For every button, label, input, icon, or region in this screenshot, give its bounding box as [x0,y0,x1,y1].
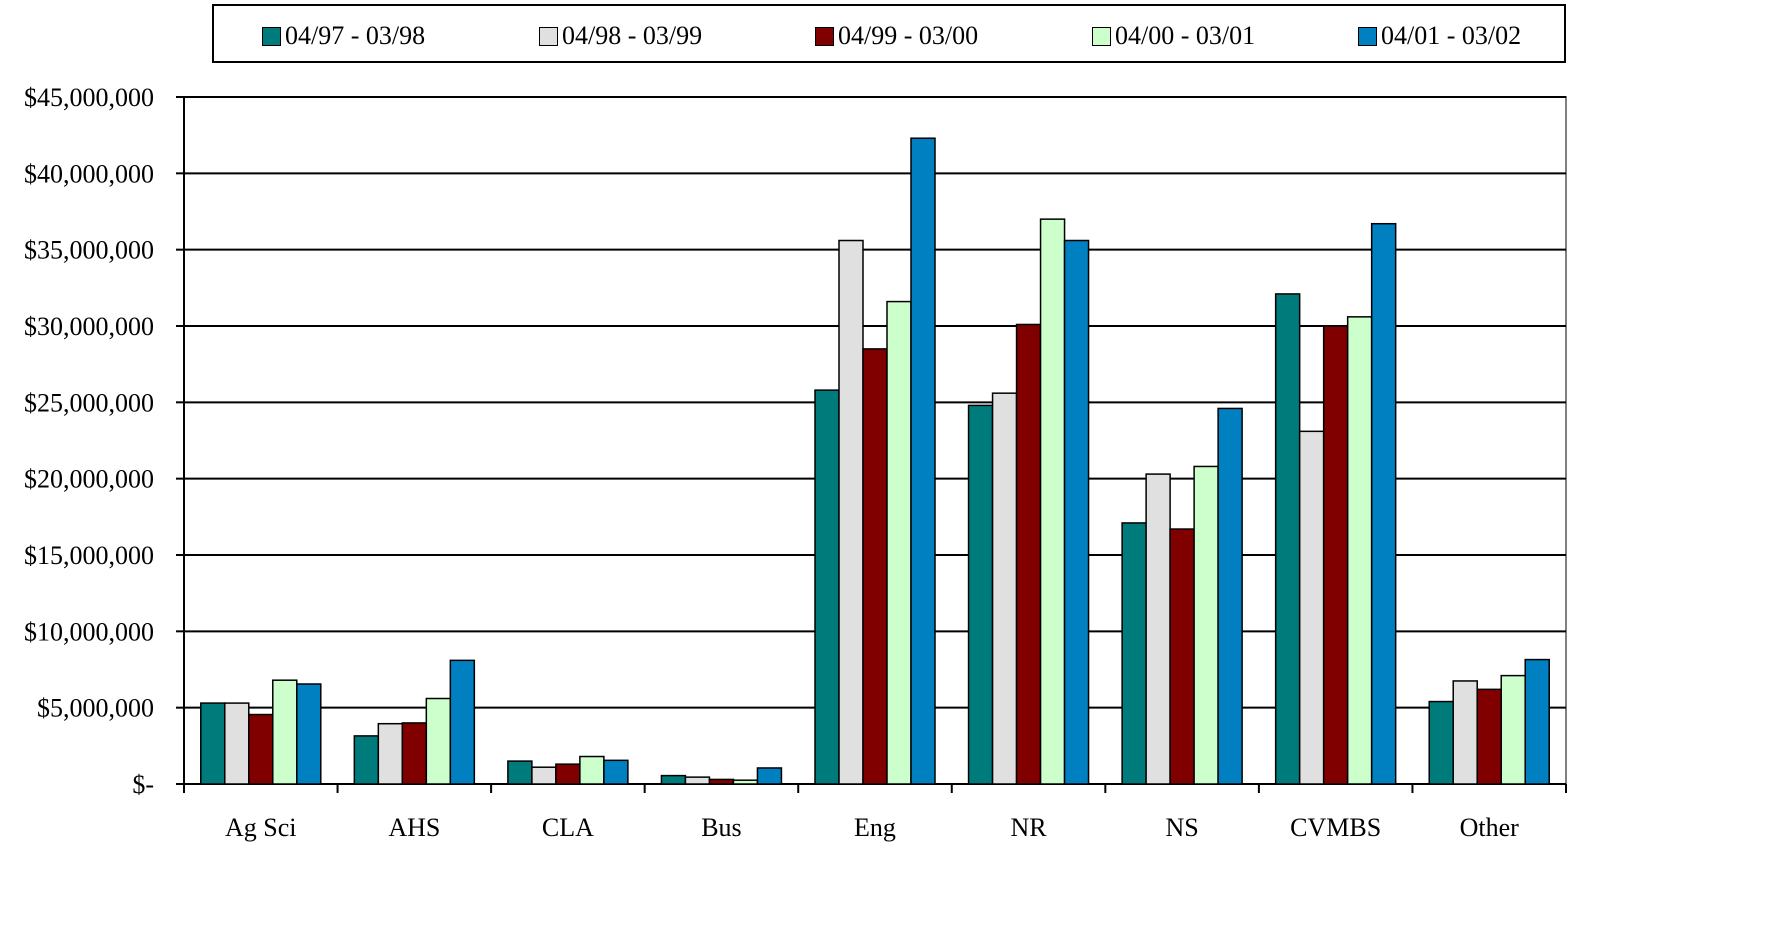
y-tick-label: $10,000,000 [24,617,154,646]
x-tick-label: Ag Sci [225,813,297,842]
bar-ahs-series-3 [401,722,428,785]
bar-nr-series-1 [967,404,994,785]
bar-ahs-series-1 [353,735,380,785]
bar-ns-series-5 [1217,407,1243,785]
bar-nr-series-2 [991,392,1018,785]
legend-swatch-5 [1358,26,1377,46]
y-tick-label: $5,000,000 [37,694,154,723]
bar-eng-series-2 [838,239,864,785]
bar-other-series-5 [1524,658,1550,785]
bar-other-series-2 [1452,680,1478,785]
bar-ag-sci-series-3 [248,713,274,785]
x-tick-label: CVMBS [1290,813,1381,842]
bar-bus-series-4 [732,779,759,785]
x-tick-label: Eng [854,813,896,842]
bar-cla-series-2 [531,766,557,785]
y-tick-label: $30,000,000 [24,312,154,341]
x-tick-label: Bus [701,813,741,842]
bar-other-series-1 [1428,700,1454,785]
bar-cvmbs-series-2 [1298,430,1325,785]
y-tick-label: $35,000,000 [24,236,154,265]
bar-ag-sci-series-2 [224,702,250,785]
bar-eng-series-1 [814,389,840,785]
bar-eng-series-3 [862,348,888,785]
bar-ns-series-2 [1145,473,1171,785]
bar-bus-series-3 [708,778,735,785]
legend-item-4: 04/00 - 03/01 [1092,23,1255,49]
legend-item-2: 04/98 - 03/99 [539,23,702,49]
bar-ns-series-3 [1169,528,1195,785]
bar-cla-series-3 [555,763,581,785]
bar-cla-series-5 [603,759,629,785]
bar-eng-series-4 [886,300,912,785]
bar-ahs-series-2 [377,722,404,785]
bar-ag-sci-series-5 [296,683,322,785]
y-tick-label: $20,000,000 [24,465,154,494]
x-tick-label: NS [1165,813,1198,842]
bar-cvmbs-series-1 [1274,293,1301,785]
legend-swatch-3 [815,26,834,46]
legend-item-5: 04/01 - 03/02 [1358,23,1521,49]
bar-ag-sci-series-1 [200,702,226,785]
bar-cvmbs-series-3 [1322,325,1349,785]
bar-bus-series-2 [684,776,711,785]
bar-ahs-series-5 [449,659,476,785]
x-tick-label: NR [1010,813,1047,842]
legend-swatch-1 [262,26,281,46]
bar-ahs-series-4 [425,697,452,785]
y-tick-label: $40,000,000 [24,159,154,188]
bar-cla-series-4 [579,755,605,785]
legend-label-5: 04/01 - 03/02 [1381,21,1522,50]
legend-swatch-2 [539,26,558,46]
legend-swatch-4 [1092,26,1111,46]
y-tick-label: $25,000,000 [24,388,154,417]
bar-cvmbs-series-4 [1346,316,1373,785]
bar-cvmbs-series-5 [1370,222,1397,785]
legend-label-3: 04/99 - 03/00 [838,21,979,50]
bar-nr-series-3 [1015,323,1042,785]
legend: 04/97 - 03/98 04/98 - 03/99 04/99 - 03/0… [212,4,1566,63]
bar-eng-series-5 [910,137,936,785]
bar-ag-sci-series-4 [272,679,298,785]
bar-bus-series-1 [660,774,687,785]
bar-bus-series-5 [756,767,783,785]
y-tick-label: $15,000,000 [24,541,154,570]
x-tick-label: AHS [388,813,440,842]
y-tick-label: $45,000,000 [24,83,154,112]
x-tick-label: Other [1460,813,1520,842]
legend-label-4: 04/00 - 03/01 [1115,21,1256,50]
bar-ns-series-1 [1121,522,1147,785]
bar-nr-series-5 [1063,239,1090,785]
bar-ns-series-4 [1193,465,1219,785]
bar-cla-series-1 [507,760,533,785]
legend-item-3: 04/99 - 03/00 [815,23,978,49]
legend-label-1: 04/97 - 03/98 [285,21,426,50]
legend-label-2: 04/98 - 03/99 [562,21,703,50]
legend-item-1: 04/97 - 03/98 [262,23,425,49]
y-tick-label: $- [132,770,154,799]
bar-other-series-3 [1476,688,1502,785]
bar-nr-series-4 [1039,218,1066,785]
x-tick-label: CLA [542,813,594,842]
bar-other-series-4 [1500,674,1526,785]
